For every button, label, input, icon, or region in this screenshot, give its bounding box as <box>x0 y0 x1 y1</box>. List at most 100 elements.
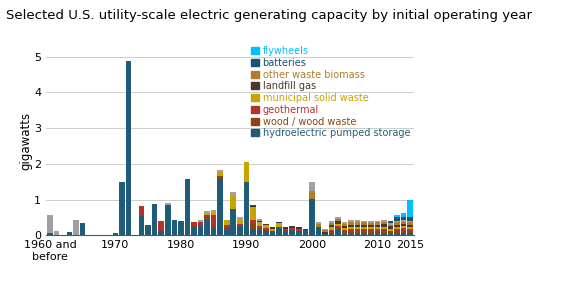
Bar <box>237 224 243 226</box>
Bar <box>296 231 301 235</box>
Bar <box>263 229 269 231</box>
Bar <box>329 231 334 233</box>
Bar <box>401 231 407 233</box>
Bar <box>126 61 131 235</box>
Bar <box>407 222 413 225</box>
Bar <box>316 224 321 228</box>
Bar <box>237 226 243 235</box>
Bar <box>217 177 223 179</box>
Bar <box>322 234 328 235</box>
Bar <box>381 232 386 234</box>
Bar <box>256 221 262 222</box>
Bar <box>263 231 269 235</box>
Bar <box>250 229 256 235</box>
Bar <box>342 232 347 234</box>
Bar <box>401 218 407 220</box>
Bar <box>329 228 334 230</box>
Bar <box>355 234 361 235</box>
Text: Selected U.S. utility-scale electric generating capacity by initial operating ye: Selected U.S. utility-scale electric gen… <box>6 9 532 22</box>
Bar <box>256 222 262 226</box>
Bar <box>67 232 72 235</box>
Bar <box>348 225 354 227</box>
Bar <box>224 225 229 228</box>
Bar <box>145 225 151 235</box>
Bar <box>289 228 295 230</box>
Bar <box>388 229 393 231</box>
Bar <box>316 222 321 224</box>
Bar <box>159 221 164 231</box>
Bar <box>374 222 380 225</box>
Bar <box>368 234 374 235</box>
Bar <box>348 222 354 225</box>
Bar <box>231 209 236 235</box>
Bar <box>401 226 407 228</box>
Bar <box>381 227 386 229</box>
Bar <box>335 219 341 221</box>
Bar <box>362 234 367 235</box>
Bar <box>362 232 367 234</box>
Bar <box>277 223 282 228</box>
Bar <box>374 234 380 235</box>
Bar <box>217 172 223 177</box>
Bar <box>348 227 354 229</box>
Bar <box>74 220 79 235</box>
Bar <box>368 223 374 225</box>
Bar <box>401 213 407 218</box>
Bar <box>368 221 374 223</box>
Bar <box>159 231 164 235</box>
Bar <box>381 224 386 227</box>
Bar <box>80 223 86 235</box>
Bar <box>407 199 413 218</box>
Bar <box>263 224 269 225</box>
Bar <box>401 222 407 224</box>
Bar <box>211 215 216 225</box>
Bar <box>388 234 393 235</box>
Bar <box>283 228 289 229</box>
Bar <box>204 220 210 235</box>
Bar <box>329 225 334 228</box>
Bar <box>250 220 256 224</box>
Bar <box>368 225 374 227</box>
Bar <box>374 231 380 234</box>
Bar <box>198 220 204 222</box>
Bar <box>250 205 256 207</box>
Bar <box>263 228 269 229</box>
Bar <box>407 229 413 231</box>
Bar <box>316 228 321 235</box>
Bar <box>329 233 334 235</box>
Bar <box>329 223 334 225</box>
Bar <box>191 228 197 235</box>
Bar <box>335 226 341 227</box>
Bar <box>407 227 413 229</box>
Bar <box>348 229 354 231</box>
Bar <box>374 227 380 229</box>
Bar <box>250 224 256 229</box>
Bar <box>198 222 204 225</box>
Bar <box>152 204 158 235</box>
Bar <box>289 230 295 235</box>
Bar <box>401 233 407 235</box>
Bar <box>362 225 367 227</box>
Bar <box>211 225 216 228</box>
Bar <box>277 228 282 235</box>
Bar <box>374 225 380 227</box>
Bar <box>309 199 315 235</box>
Bar <box>355 222 361 225</box>
Bar <box>283 229 289 231</box>
Bar <box>388 225 393 226</box>
Bar <box>322 228 328 230</box>
Bar <box>224 230 229 235</box>
Bar <box>224 228 229 230</box>
Bar <box>211 228 216 235</box>
Bar <box>270 231 275 235</box>
Bar <box>113 233 118 235</box>
Bar <box>224 220 229 225</box>
Legend: flywheels, batteries, other waste biomass, landfill gas, municipal solid waste, : flywheels, batteries, other waste biomas… <box>247 42 414 142</box>
Bar <box>283 231 289 235</box>
Y-axis label: gigawatts: gigawatts <box>20 112 33 170</box>
Bar <box>348 220 354 222</box>
Bar <box>355 225 361 227</box>
Bar <box>342 230 347 232</box>
Bar <box>407 221 413 222</box>
Bar <box>362 227 367 229</box>
